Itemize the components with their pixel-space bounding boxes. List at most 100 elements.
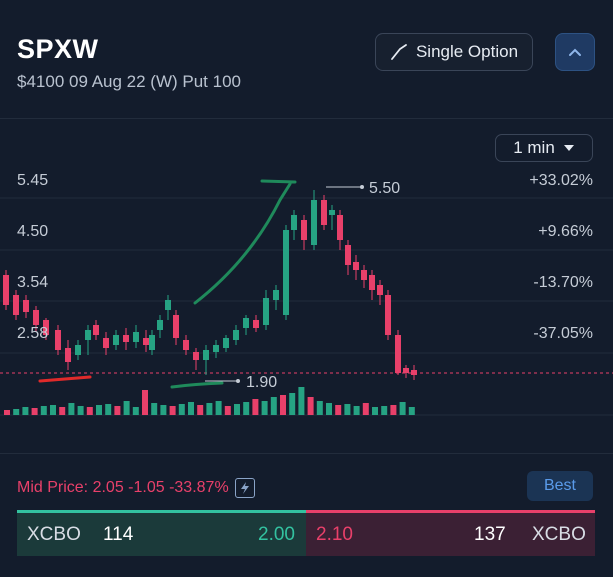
volume-bar: [114, 406, 121, 415]
candle-body: [75, 345, 81, 355]
pct-axis-label: +33.02%: [529, 172, 593, 189]
volume-bar: [178, 404, 185, 415]
candle-body: [311, 200, 317, 245]
candle-body: [283, 230, 289, 315]
candle-body: [193, 352, 199, 360]
single-option-label: Single Option: [415, 42, 519, 61]
pct-axis-label: +9.66%: [538, 223, 593, 240]
volume-bar: [252, 399, 259, 415]
divider: [0, 118, 613, 119]
volume-bar: [408, 407, 415, 415]
candle-body: [85, 330, 91, 340]
candle-body: [213, 345, 219, 352]
volume-bar: [215, 401, 222, 415]
volume-bar: [96, 405, 102, 415]
candle-body: [253, 320, 259, 328]
pct-axis-label: -13.70%: [533, 274, 593, 291]
candle-body: [93, 325, 99, 335]
candle-body: [173, 315, 179, 338]
candle-body: [3, 275, 9, 305]
volume-bar: [68, 403, 75, 415]
pct-axis-label: -37.05%: [533, 325, 593, 342]
candle-body: [337, 215, 343, 240]
high-marker-dot: [360, 185, 364, 189]
candles: [3, 190, 417, 380]
ask-price: 2.10: [316, 524, 353, 545]
bid-bar[interactable]: [17, 510, 306, 556]
collapse-button[interactable]: [555, 33, 595, 71]
volume-bar: [390, 405, 397, 415]
candle-body: [103, 338, 109, 348]
interval-select[interactable]: 1 min: [495, 134, 593, 162]
volume-bars: [4, 387, 415, 415]
volume-bar: [243, 402, 250, 415]
candle-body: [149, 335, 155, 350]
volume-bar: [59, 407, 66, 415]
candle-body: [143, 338, 149, 345]
y-axis-label: 4.50: [17, 223, 49, 240]
ask-size: 137: [474, 524, 506, 545]
candle-body: [203, 350, 209, 360]
volume-bar: [50, 405, 56, 415]
volume-bar: [362, 403, 369, 415]
volume-bar: [13, 409, 20, 415]
volume-bar: [77, 406, 84, 415]
high-price-label: 5.50: [369, 180, 401, 197]
volume-bar: [151, 403, 158, 415]
volume-bar: [280, 395, 286, 415]
candle-body: [13, 295, 19, 315]
volume-bar: [261, 401, 268, 415]
volume-bar: [381, 406, 388, 415]
volume-bar: [4, 410, 10, 415]
candle-body: [65, 348, 71, 362]
volume-bar: [105, 404, 112, 415]
candle-body: [403, 368, 409, 373]
volume-bar: [86, 407, 93, 415]
candle-body: [43, 320, 49, 335]
candle-body: [183, 340, 189, 350]
candle-body: [165, 300, 171, 310]
divider: [0, 453, 613, 454]
volume-bar: [123, 401, 130, 415]
volume-bar: [160, 405, 167, 415]
price-chart[interactable]: [0, 170, 613, 420]
candle-body: [301, 220, 307, 240]
option-description: $4100 09 Aug 22 (W) Put 100: [17, 72, 241, 91]
candle-body: [377, 285, 383, 295]
ticker-symbol: SPXW: [17, 34, 99, 64]
bid-price: 2.00: [258, 524, 295, 545]
candle-body: [291, 215, 297, 230]
volume-bar: [298, 387, 305, 415]
volume-bar: [224, 406, 231, 415]
chevron-up-icon: [569, 48, 581, 56]
y-axis-label: 2.58: [17, 325, 49, 342]
ask-exchange: XCBO: [532, 524, 586, 545]
volume-bar: [206, 403, 213, 415]
candle-body: [329, 210, 335, 215]
mid-price-row: Mid Price: 2.05 -1.05 -33.87%: [17, 478, 255, 498]
volume-bar: [326, 403, 332, 415]
single-option-button[interactable]: Single Option: [375, 33, 533, 71]
candle-body: [23, 300, 29, 312]
candle-body: [345, 245, 351, 265]
caret-down-icon: [563, 145, 574, 151]
candle-body: [123, 335, 129, 342]
candle-body: [395, 335, 401, 373]
volume-bar: [169, 406, 176, 415]
volume-bar: [289, 393, 296, 415]
candle-body: [361, 270, 367, 280]
lightning-icon[interactable]: [234, 478, 255, 498]
best-button[interactable]: Best: [527, 471, 593, 501]
candle-body: [321, 200, 327, 225]
annotation-green-arrow: [193, 179, 297, 305]
candle-body: [369, 275, 375, 290]
volume-bar: [344, 404, 351, 415]
ask-bar[interactable]: [306, 510, 595, 556]
annotation-red-underline: [38, 375, 92, 383]
interval-label: 1 min: [513, 138, 555, 157]
volume-bar: [307, 397, 314, 415]
volume-bar: [372, 407, 378, 415]
candle-body: [133, 332, 139, 342]
volume-bar: [399, 402, 406, 415]
y-axis-label: 3.54: [17, 274, 49, 291]
